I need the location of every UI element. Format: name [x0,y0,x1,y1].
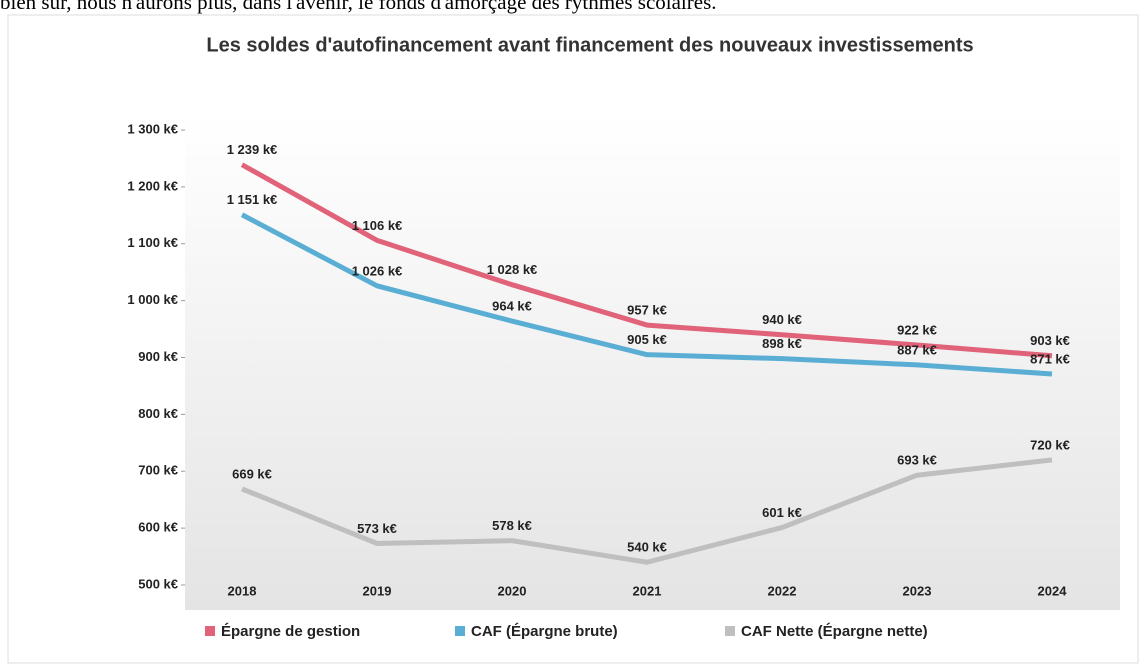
y-tick-label: 1 000 k€ [127,292,178,307]
data-label: 940 k€ [762,312,802,327]
y-tick-label: 600 k€ [138,520,178,535]
data-label: 1 239 k€ [227,142,278,157]
x-tick-label: 2022 [768,583,797,598]
data-label: 1 028 k€ [487,262,538,277]
x-tick-label: 2024 [1038,583,1068,598]
data-label: 1 026 k€ [352,263,403,278]
data-label: 573 k€ [357,521,397,536]
data-label: 693 k€ [897,453,937,468]
header-text: bien sûr, nous n'aurons plus, dans l'ave… [0,0,717,14]
legend-label: CAF (Épargne brute) [471,623,618,640]
legend-label: Épargne de gestion [221,623,360,640]
data-label: 578 k€ [492,518,532,533]
data-label: 540 k€ [627,540,667,555]
x-tick-label: 2020 [498,583,527,598]
series-line [241,457,1053,565]
legend-swatch [205,626,215,636]
data-label: 898 k€ [762,336,802,351]
data-label: 887 k€ [897,342,937,357]
x-tick-label: 2018 [228,583,257,598]
y-tick-label: 1 100 k€ [127,235,178,250]
y-tick-label: 1 200 k€ [127,178,178,193]
y-tick-label: 900 k€ [138,349,178,364]
chart-title: Les soldes d'autofinancement avant finan… [206,34,973,56]
series-line [240,212,1053,377]
x-tick-label: 2019 [363,583,392,598]
y-tick-label: 700 k€ [138,463,178,478]
legend-swatch [725,626,735,636]
data-label: 957 k€ [627,303,667,318]
data-label: 871 k€ [1030,351,1070,366]
y-tick-label: 800 k€ [138,406,178,421]
data-label: 601 k€ [762,505,802,520]
data-label: 669 k€ [232,466,272,481]
data-label: 1 151 k€ [227,192,278,207]
series-line [240,162,1053,359]
plot-background [185,112,1120,610]
legend-label: CAF Nette (Épargne nette) [741,623,928,640]
y-tick-label: 1 300 k€ [127,121,178,136]
x-tick-label: 2021 [633,583,662,598]
data-label: 1 106 k€ [352,218,403,233]
data-label: 905 k€ [627,332,667,347]
legend-swatch [455,626,465,636]
x-tick-label: 2023 [903,583,932,598]
data-label: 922 k€ [897,322,937,337]
data-label: 964 k€ [492,299,532,314]
data-label: 720 k€ [1030,437,1070,452]
y-tick-label: 500 k€ [138,576,178,591]
data-label: 903 k€ [1030,333,1070,348]
